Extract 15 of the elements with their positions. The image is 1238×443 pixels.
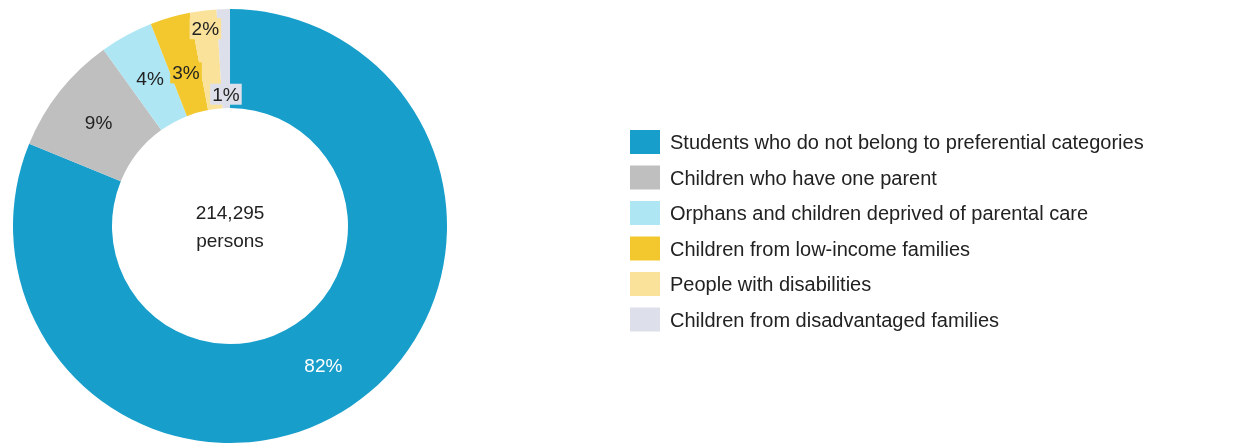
data-label: 82% bbox=[304, 354, 343, 376]
legend-label: Students who do not belong to preferential categories bbox=[670, 131, 1144, 153]
legend-label: Children from low-income families bbox=[670, 237, 971, 260]
data-label: 4% bbox=[136, 68, 164, 90]
data-label: 9% bbox=[84, 111, 113, 133]
legend-label: Orphans and children deprived of parental care bbox=[670, 202, 1089, 224]
legend-label: Children who have one parent bbox=[670, 166, 938, 189]
text: 214,295 persons bbox=[195, 201, 265, 251]
data-label: 3% bbox=[172, 62, 200, 84]
data-label: 2% bbox=[191, 18, 220, 40]
legend-label: People with disabilities bbox=[670, 273, 872, 295]
data-label: 1% bbox=[212, 83, 240, 105]
donut-slice bbox=[29, 49, 162, 182]
donut-slice bbox=[13, 9, 447, 443]
legend-label: Children from disadvantaged families bbox=[670, 308, 1000, 331]
